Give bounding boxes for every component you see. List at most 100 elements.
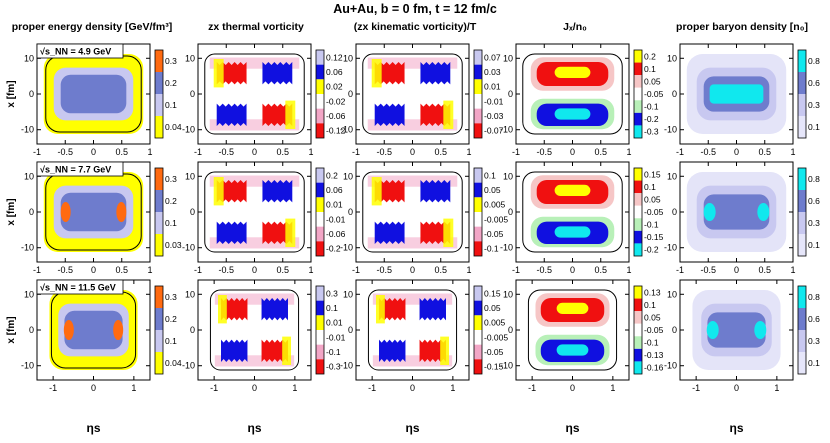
y-tick-label: -10 xyxy=(664,361,677,371)
colorbar-segment xyxy=(316,212,324,227)
colorbar-tick-label: 0.1 xyxy=(484,170,496,180)
baryon-peak-right xyxy=(754,321,767,339)
colorbar-segment xyxy=(634,286,642,299)
y-tick-label: -10 xyxy=(182,243,195,253)
x-tick-label: 0 xyxy=(91,265,96,275)
colorbar-frame xyxy=(797,285,807,375)
colorbar-tick-label: 0.2 xyxy=(165,196,177,206)
colorbar-tick-label: 0.2 xyxy=(165,314,177,324)
contour-baryon-inner xyxy=(707,312,766,348)
x-tick-label: 0.5 xyxy=(434,265,447,275)
colorbar-segment xyxy=(316,168,324,183)
streak-upper xyxy=(372,293,453,305)
colorbar-segment xyxy=(316,108,324,124)
x-tick-label: 1 xyxy=(147,147,152,157)
colorbar-frame xyxy=(154,167,164,257)
colorbar-segment xyxy=(634,87,642,101)
contour-jx-neg-peak xyxy=(556,344,589,356)
energy-label-bg xyxy=(36,279,124,295)
x-tick-label: 0.5 xyxy=(758,147,771,157)
colorbar-segment xyxy=(634,218,642,231)
x-tick-label: -0.5 xyxy=(700,147,716,157)
colorbar-segment xyxy=(634,336,642,349)
x-tick-label: 1 xyxy=(147,265,152,275)
colorbar-segment xyxy=(316,315,324,330)
x-tick-label: 0.5 xyxy=(594,147,607,157)
colorbar-segment xyxy=(155,308,163,330)
y-tick-label: 0 xyxy=(672,325,677,335)
colorbar-segment xyxy=(634,75,642,88)
x-axis-title: ηs xyxy=(86,421,100,435)
colorbar-frame xyxy=(633,167,643,257)
colorbar-tick-label: 0.04 xyxy=(165,358,182,368)
hotspot-left xyxy=(63,320,74,340)
lobe-top-left xyxy=(221,298,248,321)
colorbar-frame xyxy=(797,49,807,139)
colorbar-segment xyxy=(634,243,642,256)
colorbar-tick-label: -0.005 xyxy=(484,214,508,224)
y-tick-label: 0 xyxy=(190,207,195,217)
x-tick-label: 0 xyxy=(410,383,415,393)
y-tick-label: 0 xyxy=(29,89,34,99)
colorbar-tick-label: 0.005 xyxy=(484,200,506,210)
lobe-top-right xyxy=(262,180,293,203)
x-axis-title: ηs xyxy=(405,421,419,435)
halo-tl xyxy=(371,177,382,206)
x-tick-label: 0 xyxy=(252,147,257,157)
colorbar-segment xyxy=(798,168,806,190)
colorbar-segment xyxy=(474,226,482,242)
colorbar-tick-label: -0.3 xyxy=(326,362,341,372)
colorbar-segment xyxy=(634,348,642,362)
lobe-top-left xyxy=(379,298,406,321)
x-tick-label: -0.5 xyxy=(376,265,392,275)
y-tick-label: 0 xyxy=(508,207,513,217)
colorbar-tick-label: -0.06 xyxy=(326,229,346,239)
x-tick-label: 0.5 xyxy=(276,265,289,275)
y-tick-label: 10 xyxy=(667,171,677,181)
colorbar-tick-label: -0.1 xyxy=(644,338,659,348)
colorbar-tick-label: -0.15 xyxy=(644,232,664,242)
x-tick-label: 1 xyxy=(131,383,136,393)
lobe-bottom-right xyxy=(419,339,446,362)
colorbar-segment xyxy=(474,64,482,80)
x-tick-label: 1 xyxy=(790,147,795,157)
colorbar-segment xyxy=(634,230,642,244)
colorbar-tick-label: 0.1 xyxy=(808,358,820,368)
y-tick-label: -10 xyxy=(21,243,34,253)
colorbar-frame xyxy=(797,167,807,257)
colorbar-tick-label: 0.12 xyxy=(326,52,343,62)
x-tick-label: 0.5 xyxy=(594,265,607,275)
colorbar-tick-label: 0.06 xyxy=(326,67,343,77)
colorbar-tick-label: 0.15 xyxy=(484,288,501,298)
energy-label-box: √s_NN = 4.9 GeV xyxy=(36,43,124,59)
x-tick-label: 0 xyxy=(410,265,415,275)
colorbar-segment xyxy=(634,361,642,374)
x-tick-label: -1 xyxy=(692,383,700,393)
colorbar-tick-label: 0.05 xyxy=(644,312,661,322)
colorbar-segment xyxy=(474,286,482,301)
colorbar-tick-label: 0.1 xyxy=(165,336,177,346)
contour-baryon-inner xyxy=(703,194,770,230)
colorbar-segment xyxy=(798,308,806,330)
colorbar-tick-label: -0.1 xyxy=(644,220,659,230)
panel-r0-c1: -1 -0.5 0 0.5 1 -10 0 10 0.12 0.06 0.02 -0.02 -0.06 -… xyxy=(182,43,346,157)
colorbar-tick-label: 0.05 xyxy=(484,303,501,313)
x-axis-title: ηs xyxy=(565,421,579,435)
colorbar-tick-label: 0.3 xyxy=(165,292,177,302)
colorbar-tick-label: 0.1 xyxy=(326,303,338,313)
streak-lower xyxy=(367,119,458,131)
x-tick-label: -0.5 xyxy=(700,265,716,275)
x-tick-label: 1 xyxy=(450,383,455,393)
contour-jx-neg-peak xyxy=(554,108,591,120)
y-tick-label: 0 xyxy=(508,325,513,335)
colorbar-tick-label: -0.13 xyxy=(644,350,664,360)
colorbar-tick-label: -0.01 xyxy=(326,214,346,224)
halo-br xyxy=(443,218,454,247)
energy-label-box: √s_NN = 11.5 GeV xyxy=(36,279,124,295)
panel-r0-c4: -1 -0.5 0 0.5 1 -10 0 10 0.8 0.6 0.3 0.1 xyxy=(664,43,820,157)
colorbar-tick-label: -0.01 xyxy=(326,332,346,342)
streak-lower xyxy=(209,237,300,249)
